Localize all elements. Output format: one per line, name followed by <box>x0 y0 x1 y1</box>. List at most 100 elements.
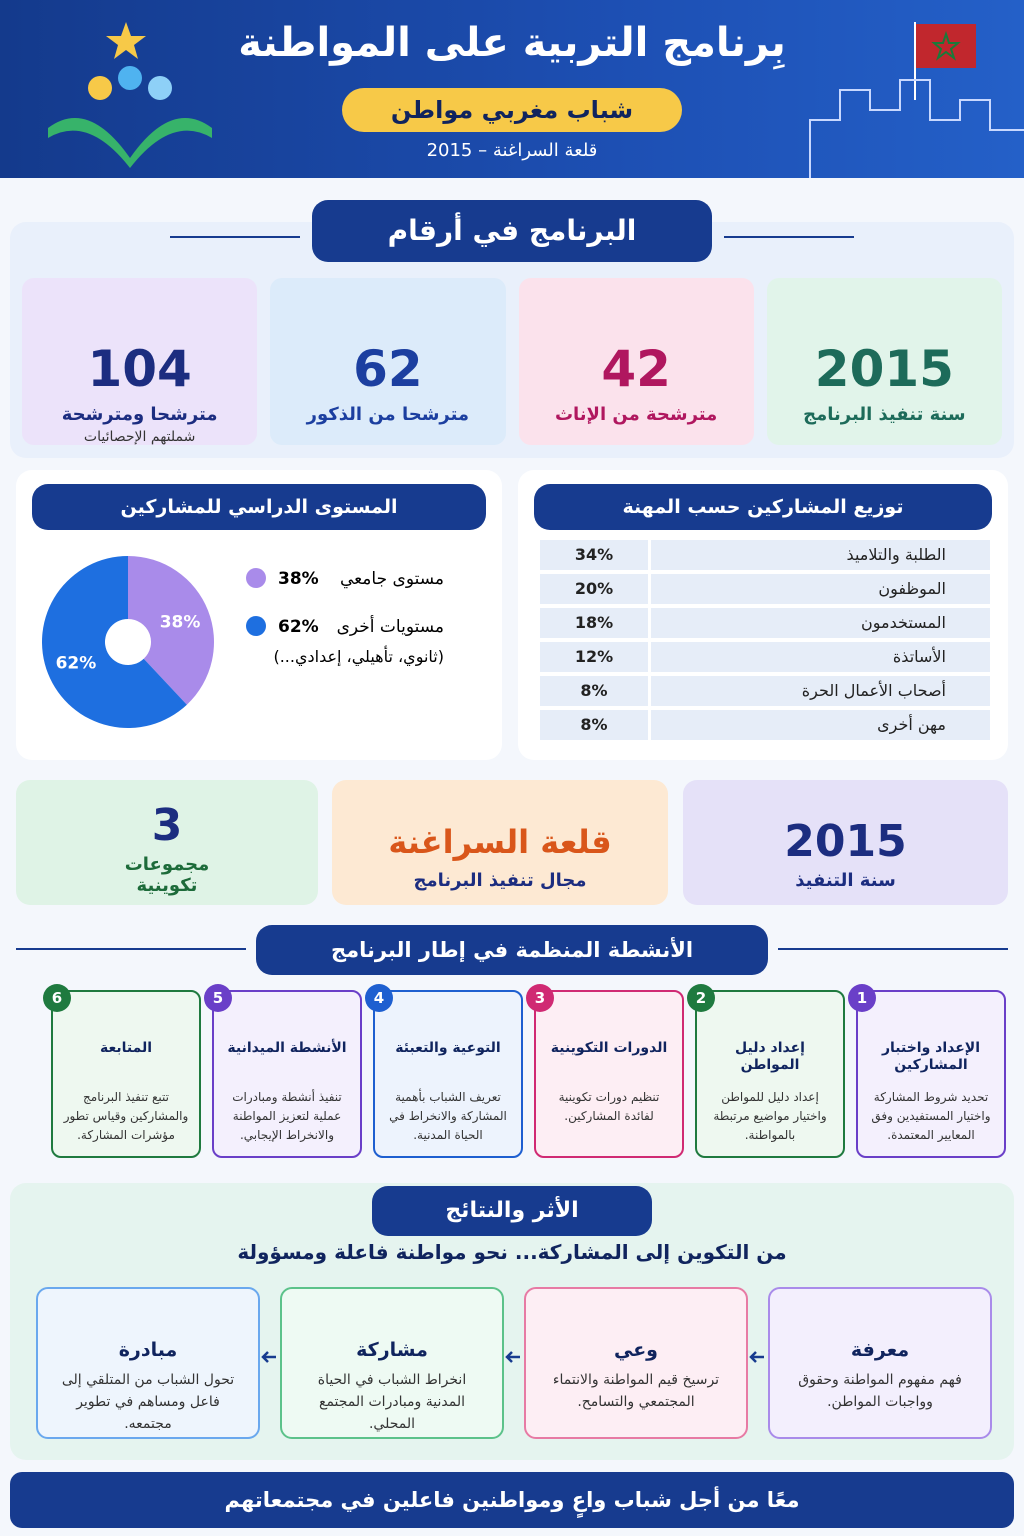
activity-number: 2 <box>687 984 715 1012</box>
activity-text: تعريف الشباب بأهمية المشاركة والانخراط ف… <box>389 1090 507 1142</box>
education-panel: المستوى الدراسي للمشاركين 38% 38% مستوى جا… <box>16 470 502 760</box>
summary-card: 3 مجموعات تكوينية <box>16 780 318 905</box>
pie-slice <box>41 556 187 728</box>
flow-arrow <box>749 1351 764 1363</box>
impact-card: مبادرة تحول الشباب من المتلقي إلى فاعل وم… <box>36 1287 260 1439</box>
table-row: المستخدمون 18% <box>540 608 990 638</box>
stat-note: شملتهم الإحصائيات <box>83 429 196 445</box>
summary-label: سنة التنفيذ <box>795 870 896 891</box>
profession-panel: توزيع المشاركين حسب المهنة الطلبة والتلا… <box>518 470 1008 760</box>
header: بِرنامج التربية على المواطنة شباب مغربي … <box>0 0 1024 178</box>
profession-table: الطلبة والتلاميذ 34% الموظفون 20% المستخدمون… <box>540 540 990 744</box>
table-row: الطلبة والتلاميذ 34% <box>540 540 990 570</box>
flow-arrow <box>261 1351 276 1363</box>
stat-label: مترشحة من الإناث <box>554 404 718 425</box>
footer: معًا من أجل شباب واعٍ ومواطنين فاعلين في… <box>10 1472 1014 1528</box>
legend-label: مستويات أخرى <box>337 615 444 637</box>
main-title: بِرنامج التربية على المواطنة <box>238 20 786 66</box>
summary-label: مجال تنفيذ البرنامج <box>413 870 587 891</box>
activity-card: 1 الإعداد واختبار المشاركين تحديد شروط الم… <box>848 984 1006 1158</box>
table-row: أصحاب الأعمال الحرة 8% <box>540 676 990 706</box>
stat-value: 104 <box>87 340 192 398</box>
activity-number: 5 <box>204 984 232 1012</box>
pie-chart: 38% 38% مستوى جامعي 62% 62% مستويات أخرى (ثانو… <box>41 556 444 728</box>
stat-label: مترشحا ومترشحة <box>61 404 218 425</box>
slice-label: 62% <box>56 654 97 674</box>
legend-note: (ثانوي، تأهيلي، إعدادي...) <box>273 645 444 667</box>
activity-title: الدورات التكوينية <box>550 1040 668 1056</box>
activity-title: التوعية والتعبئة <box>395 1040 501 1056</box>
stat-card: 62 مترشحا من الذكور <box>270 278 506 445</box>
impact-card: وعي ترسيخ قيم المواطنة والانتماء المجتمعي… <box>524 1287 748 1439</box>
activity-card: 4 التوعية والتعبئة تعريف الشباب بأهمية الم… <box>365 984 523 1158</box>
summary-value: قلعة السراغنة <box>388 823 612 861</box>
divider <box>724 236 854 238</box>
impact-text: انخراط الشباب في الحياة المدنية ومبادرات… <box>317 1372 467 1432</box>
stat-value: 2015 <box>814 340 954 398</box>
activity-card: 6 المتابعة تتبع تنفيذ البرنامج والمشاركين … <box>43 984 201 1158</box>
legend-label: مستوى جامعي <box>340 569 444 589</box>
location: قلعة السراغنة – 2015 <box>426 140 598 161</box>
stat-label: مترشحا من الذكور <box>306 404 470 425</box>
impact-title: مبادرة <box>118 1339 178 1361</box>
legend-swatch <box>246 568 266 588</box>
skyline-flag <box>809 22 1024 178</box>
stat-card: 42 مترشحة من الإناث <box>518 278 754 445</box>
activity-text: إعداد دليل للمواطن واختيار مواضيع مرتبطة… <box>713 1090 827 1142</box>
summary-card: 2015 سنة التنفيذ <box>683 780 1008 905</box>
divider <box>778 948 1008 950</box>
impact-title: وعي <box>613 1339 658 1361</box>
subtitle: شباب مغربي مواطن <box>342 88 682 132</box>
impact-title: معرفة <box>850 1339 910 1361</box>
activity-number: 6 <box>43 984 71 1012</box>
activity-card: 2 إعداد دليل المواطن إعداد دليل للمواطن وا… <box>687 984 845 1158</box>
summary-label: مجموعات تكوينية <box>124 854 210 896</box>
impact-title: مشاركة <box>356 1339 428 1361</box>
flow-arrow <box>505 1351 520 1363</box>
section-title: البرنامج في أرقام <box>312 200 712 262</box>
row-label: أصحاب الأعمال الحرة <box>651 676 990 706</box>
divider <box>16 948 246 950</box>
pie-slice <box>128 556 214 705</box>
row-label: الأساتذة <box>651 642 990 672</box>
activity-title: الأنشطة الميدانية <box>227 1040 347 1056</box>
activity-text: تنظيم دورات تكوينية لفائدة المشاركين. <box>558 1090 660 1123</box>
activity-title: المتابعة <box>99 1040 153 1056</box>
summary-card: قلعة السراغنة مجال تنفيذ البرنامج <box>332 780 668 905</box>
activity-text: تتبع تنفيذ البرنامج والمشاركين وقياس تطو… <box>63 1090 189 1142</box>
activity-number: 4 <box>365 984 393 1012</box>
activity-card: 3 الدورات التكوينية تنظيم دورات تكوينية لف… <box>526 984 684 1158</box>
activity-number: 1 <box>848 984 876 1012</box>
impact-subtitle: من التكوين إلى المشاركة... نحو مواطنة فا… <box>237 1240 787 1264</box>
row-share: 20% <box>540 574 648 604</box>
row-share: 18% <box>540 608 648 638</box>
summary-value: 2015 <box>784 816 907 867</box>
table-row: مهن أخرى 8% <box>540 710 990 740</box>
row-label: مهن أخرى <box>651 710 990 740</box>
stat-label: سنة تنفيذ البرنامج <box>803 404 966 425</box>
stat-value: 42 <box>601 340 671 398</box>
stat-value: 62 <box>353 340 423 398</box>
impact-card: مشاركة انخراط الشباب في الحياة المدنية وم… <box>280 1287 504 1439</box>
stat-card: 2015 سنة تنفيذ البرنامج <box>766 278 1002 445</box>
row-share: 12% <box>540 642 648 672</box>
legend-value: 62% <box>278 617 319 637</box>
impact-card: معرفة فهم مفهوم المواطنة وحقوق وواجبات ال… <box>768 1287 992 1439</box>
logo <box>48 22 212 168</box>
activity-title: إعداد دليل المواطن <box>735 1040 805 1073</box>
impact-text: تحول الشباب من المتلقي إلى فاعل ومساهم ف… <box>61 1372 235 1432</box>
table-row: الأساتذة 12% <box>540 642 990 672</box>
activity-text: تحديد شروط المشاركة واختيار المستفيدين و… <box>871 1090 991 1142</box>
section-title: الأنشطة المنظمة في إطار البرنامج <box>256 925 768 975</box>
legend-swatch <box>246 616 266 636</box>
activity-number: 3 <box>526 984 554 1012</box>
activity-title: الإعداد واختبار المشاركين <box>881 1040 981 1073</box>
row-label: المستخدمون <box>651 608 990 638</box>
row-share: 8% <box>540 676 648 706</box>
impact-text: فهم مفهوم المواطنة وحقوق وواجبات المواطن… <box>798 1372 962 1410</box>
legend-value: 38% <box>278 569 319 589</box>
summary-value: 3 <box>151 800 183 851</box>
impact-text: ترسيخ قيم المواطنة والانتماء المجتمعي وا… <box>552 1372 720 1410</box>
